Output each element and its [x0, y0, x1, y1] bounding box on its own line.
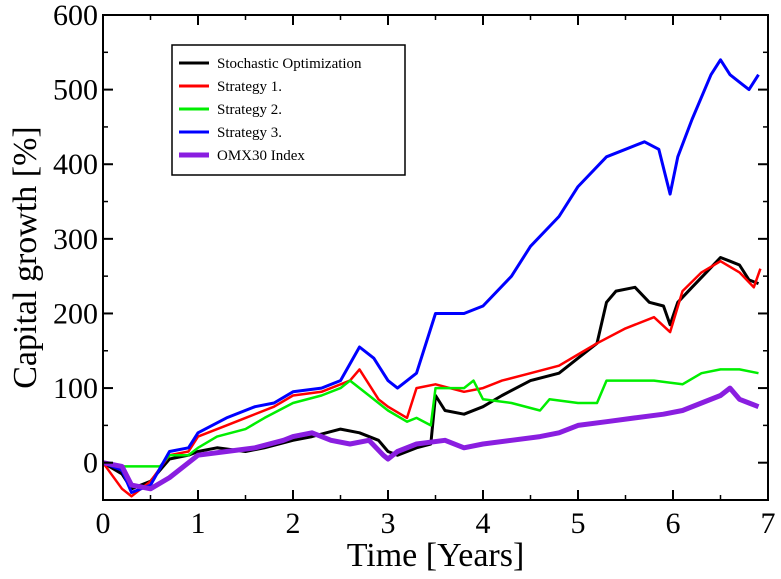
y-tick-label: 100 [53, 372, 98, 405]
series-line-3 [102, 58, 760, 494]
y-axis-title: Capital growth [%] [7, 126, 44, 389]
x-tick-label: 2 [286, 507, 301, 540]
series-layer [101, 58, 762, 498]
y-tick-label: 200 [53, 297, 98, 330]
ticks-layer: 0 1 2 3 4 5 6 7 0 100 200 300 400 500 600 [53, 0, 776, 540]
y-tick-label: 300 [53, 223, 98, 256]
series-line-4 [102, 385, 760, 492]
legend-label: Stochastic Optimization [217, 56, 362, 72]
legend: Stochastic Optimization Strategy 1. Strate… [171, 44, 406, 176]
x-axis-title: Time [Years] [347, 537, 525, 574]
x-tick-label: 7 [761, 507, 776, 540]
y-tick-label: 0 [83, 447, 98, 480]
y-tick-label: 600 [53, 0, 98, 32]
x-tick-label: 5 [571, 507, 586, 540]
x-tick-label: 0 [96, 507, 111, 540]
legend-label: Strategy 1. [217, 79, 282, 95]
x-tick-label: 1 [191, 507, 206, 540]
legend-box [171, 44, 406, 176]
x-tick-label: 3 [381, 507, 396, 540]
series-line-1 [101, 259, 762, 498]
legend-label: Strategy 2. [217, 102, 282, 118]
y-tick-label: 400 [53, 148, 98, 181]
legend-label: Strategy 3. [217, 125, 282, 141]
y-tick-label: 500 [53, 74, 98, 107]
legend-label: OMX30 Index [217, 148, 305, 164]
x-tick-label: 6 [666, 507, 681, 540]
x-tick-label: 4 [476, 507, 491, 540]
series-line-2 [102, 368, 759, 468]
